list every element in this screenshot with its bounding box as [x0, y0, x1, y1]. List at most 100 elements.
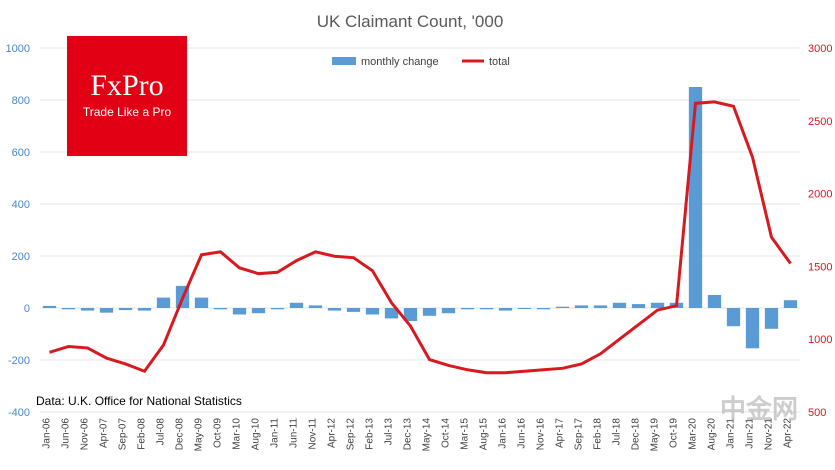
footnote: Data: U.K. Office for National Statistic…: [36, 394, 242, 408]
y-left-tick: 200: [12, 251, 30, 263]
x-tick: Nov-21: [764, 418, 775, 451]
bar: [42, 305, 57, 308]
bar: [745, 308, 760, 349]
y-right-tick: 2000: [808, 189, 832, 201]
bar: [213, 308, 228, 310]
x-tick: Feb-08: [137, 418, 148, 450]
bar: [517, 308, 532, 309]
x-tick: Apr-07: [99, 418, 110, 448]
y-left-tick: 600: [12, 147, 30, 159]
bar: [194, 297, 209, 308]
bar: [593, 305, 608, 308]
x-tick: Jul-13: [384, 418, 395, 446]
x-tick: Jul-18: [612, 418, 623, 446]
x-tick: May-14: [422, 418, 433, 452]
x-tick: Apr-12: [327, 418, 338, 448]
x-tick: Jan-06: [42, 418, 53, 449]
x-tick: Jun-06: [61, 418, 72, 449]
bar: [688, 87, 703, 308]
x-tick: Jan-16: [498, 418, 509, 449]
x-tick: Nov-11: [308, 418, 319, 450]
bar: [441, 308, 456, 314]
x-tick: Aug-20: [707, 418, 718, 451]
x-tick: Jan-11: [270, 418, 281, 448]
legend-swatch: [332, 57, 356, 65]
y-right-tick: 3000: [808, 43, 832, 55]
legend-label: monthly change: [361, 56, 439, 68]
x-tick: Oct-09: [213, 418, 224, 448]
x-tick: Mar-10: [232, 418, 243, 450]
y-right-tick: 2500: [808, 116, 832, 128]
x-tick: Apr-22: [783, 418, 794, 448]
y-right-tick: 1000: [808, 334, 832, 346]
bar: [308, 305, 323, 308]
bar: [498, 308, 513, 311]
x-tick: Mar-20: [688, 418, 699, 450]
bar: [612, 302, 627, 308]
x-tick: May-09: [194, 418, 205, 452]
watermark: 中金网: [720, 394, 798, 424]
x-tick: Jan-21: [726, 418, 737, 449]
y-left-tick: 800: [12, 95, 30, 107]
x-tick: Dec-08: [175, 418, 186, 451]
x-tick: Aug-15: [479, 418, 490, 451]
bar: [232, 308, 247, 315]
bar: [137, 308, 152, 311]
x-tick: Dec-13: [403, 418, 414, 451]
y-left-tick: 0: [24, 303, 30, 315]
x-tick: Sep-17: [574, 418, 585, 451]
x-tick: Aug-10: [251, 418, 262, 451]
bar: [707, 295, 722, 308]
bar: [156, 297, 171, 308]
logo-tagline: Trade Like a Pro: [83, 105, 172, 119]
x-tick: Mar-15: [460, 418, 471, 450]
y-right-tick: 1500: [808, 261, 832, 273]
logo-box: [67, 36, 187, 156]
bar: [403, 308, 418, 321]
bar: [726, 308, 741, 327]
bar: [384, 308, 399, 319]
bar: [479, 308, 494, 310]
bar: [783, 300, 798, 308]
x-tick: Jun-16: [517, 418, 528, 449]
bar: [764, 308, 779, 329]
y-left-tick: 400: [12, 199, 30, 211]
bar: [650, 302, 665, 308]
bar: [574, 305, 589, 308]
x-tick: Jun-21: [745, 418, 756, 449]
bar: [536, 308, 551, 310]
bar: [61, 308, 76, 310]
x-tick: Sep-07: [118, 418, 129, 451]
x-tick: Oct-19: [669, 418, 680, 448]
bar: [365, 308, 380, 315]
x-tick: Jun-11: [289, 418, 300, 448]
y-left-tick: 1000: [6, 43, 30, 55]
legend-label: total: [489, 56, 510, 68]
bar: [460, 308, 475, 310]
x-tick: Oct-14: [441, 418, 452, 448]
y-right-tick: 500: [808, 407, 826, 419]
bar: [99, 308, 114, 313]
bar: [346, 308, 361, 312]
logo-name: FxPro: [90, 69, 163, 102]
bar: [118, 308, 133, 311]
x-tick: Nov-06: [80, 418, 91, 451]
bar: [327, 308, 342, 311]
x-tick: Sep-12: [346, 418, 357, 451]
x-tick: Dec-18: [631, 418, 642, 451]
bar: [631, 304, 646, 308]
bar: [270, 308, 285, 310]
x-tick: Feb-18: [593, 418, 604, 450]
bar: [251, 308, 266, 314]
x-tick: Apr-17: [555, 418, 566, 448]
x-tick: Nov-16: [536, 418, 547, 451]
y-left-tick: -200: [8, 355, 30, 367]
chart-title: UK Claimant Count, '000: [317, 12, 504, 31]
x-tick: May-19: [650, 418, 661, 452]
y-left-tick: -400: [8, 407, 30, 419]
bar: [422, 308, 437, 316]
x-tick: Jul-08: [156, 418, 167, 446]
bar: [289, 302, 304, 308]
